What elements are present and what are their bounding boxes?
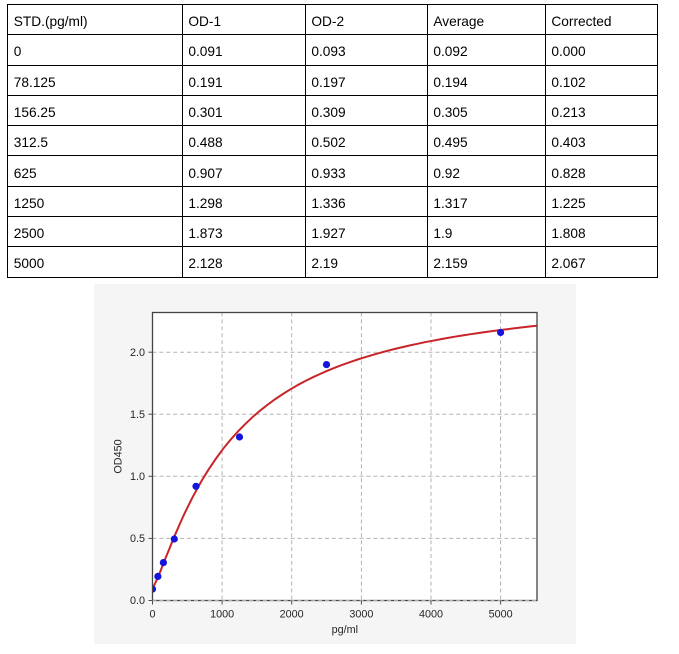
svg-text:3000: 3000 (349, 609, 373, 621)
svg-text:2.0: 2.0 (130, 347, 145, 359)
svg-text:2000: 2000 (280, 609, 304, 621)
svg-text:1.5: 1.5 (130, 409, 145, 421)
svg-text:0.5: 0.5 (130, 533, 145, 545)
svg-text:0: 0 (149, 609, 155, 621)
svg-text:OD450: OD450 (113, 439, 125, 473)
svg-text:1.0: 1.0 (130, 471, 145, 483)
svg-text:pg/ml: pg/ml (332, 624, 358, 636)
svg-text:1000: 1000 (210, 609, 234, 621)
svg-text:5000: 5000 (489, 609, 513, 621)
svg-text:0.0: 0.0 (130, 595, 145, 607)
svg-text:4000: 4000 (419, 609, 443, 621)
